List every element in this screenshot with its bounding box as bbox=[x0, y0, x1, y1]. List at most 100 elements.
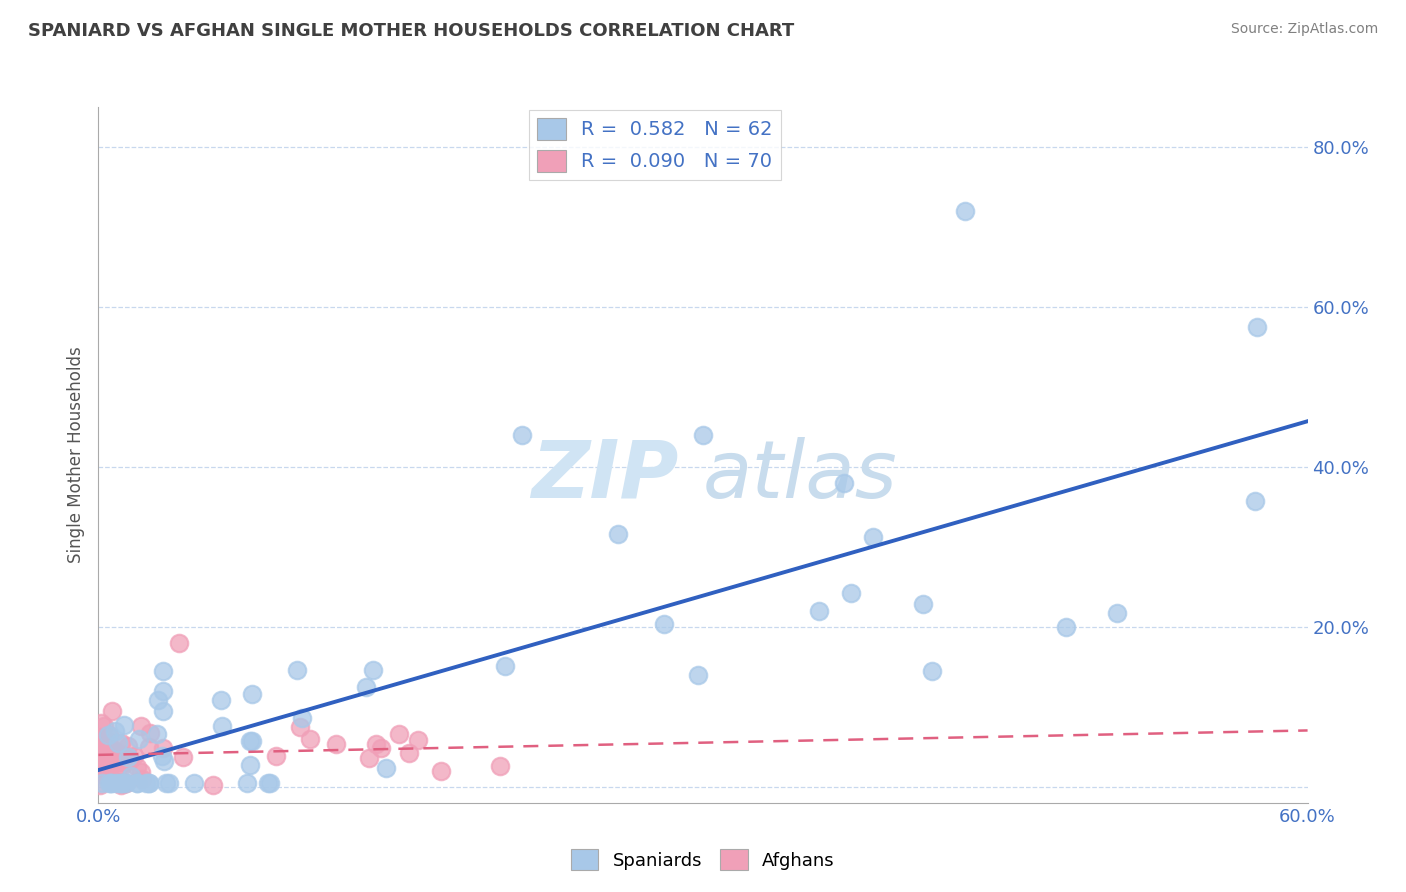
Point bbox=[148, 693, 170, 707]
Point bbox=[111, 759, 134, 773]
Point bbox=[152, 684, 174, 698]
Point bbox=[120, 770, 142, 784]
Point bbox=[388, 727, 411, 741]
Point bbox=[494, 659, 516, 673]
Point bbox=[183, 776, 205, 790]
Point bbox=[97, 752, 120, 766]
Point bbox=[325, 737, 347, 751]
Point bbox=[110, 778, 132, 792]
Point bbox=[359, 751, 381, 765]
Point bbox=[606, 527, 628, 541]
Point bbox=[211, 718, 233, 732]
Point bbox=[236, 776, 259, 790]
Point bbox=[89, 759, 111, 773]
Point bbox=[101, 755, 124, 769]
Point bbox=[100, 776, 122, 790]
Point bbox=[97, 727, 120, 741]
Point bbox=[97, 729, 120, 743]
Text: SPANIARD VS AFGHAN SINGLE MOTHER HOUSEHOLDS CORRELATION CHART: SPANIARD VS AFGHAN SINGLE MOTHER HOUSEHO… bbox=[28, 22, 794, 40]
Point bbox=[354, 680, 377, 694]
Point bbox=[155, 776, 177, 790]
Point bbox=[125, 776, 148, 790]
Point bbox=[104, 754, 127, 768]
Point bbox=[167, 636, 190, 650]
Point bbox=[202, 778, 225, 792]
Point bbox=[90, 740, 112, 755]
Point bbox=[129, 765, 152, 780]
Point bbox=[114, 755, 136, 769]
Point bbox=[364, 737, 387, 751]
Point bbox=[299, 731, 322, 746]
Point bbox=[510, 428, 533, 442]
Point bbox=[115, 776, 138, 790]
Point bbox=[135, 776, 157, 790]
Point bbox=[107, 755, 129, 769]
Point bbox=[1105, 607, 1128, 621]
Point bbox=[1243, 493, 1265, 508]
Point bbox=[1246, 320, 1268, 334]
Point bbox=[398, 746, 420, 760]
Point bbox=[240, 734, 263, 748]
Text: atlas: atlas bbox=[703, 437, 898, 515]
Point bbox=[209, 693, 232, 707]
Point bbox=[117, 739, 139, 754]
Point bbox=[138, 740, 160, 755]
Point bbox=[1054, 620, 1077, 634]
Point bbox=[93, 744, 115, 758]
Point bbox=[112, 776, 135, 790]
Point bbox=[114, 751, 136, 765]
Point bbox=[104, 724, 127, 739]
Point bbox=[288, 720, 311, 734]
Point bbox=[139, 726, 162, 740]
Point bbox=[110, 749, 132, 764]
Point bbox=[259, 776, 281, 790]
Point bbox=[128, 731, 150, 746]
Point bbox=[89, 778, 111, 792]
Point bbox=[808, 604, 831, 618]
Point bbox=[93, 718, 115, 732]
Point bbox=[489, 759, 512, 773]
Point bbox=[110, 736, 132, 750]
Point bbox=[152, 704, 174, 718]
Point bbox=[287, 663, 309, 677]
Point bbox=[152, 748, 174, 763]
Point bbox=[101, 747, 124, 762]
Point bbox=[122, 749, 145, 764]
Point bbox=[152, 741, 174, 756]
Text: Source: ZipAtlas.com: Source: ZipAtlas.com bbox=[1230, 22, 1378, 37]
Point bbox=[370, 740, 392, 755]
Point bbox=[157, 776, 180, 790]
Point bbox=[115, 775, 138, 789]
Point bbox=[110, 758, 132, 772]
Point bbox=[97, 733, 120, 747]
Point bbox=[138, 776, 160, 790]
Point bbox=[105, 753, 128, 767]
Point bbox=[111, 747, 134, 762]
Point bbox=[107, 754, 129, 768]
Point bbox=[138, 776, 160, 790]
Point bbox=[91, 753, 114, 767]
Point bbox=[100, 775, 122, 789]
Point bbox=[240, 687, 263, 701]
Point bbox=[100, 776, 122, 790]
Point bbox=[104, 776, 127, 790]
Point bbox=[100, 772, 122, 787]
Point bbox=[839, 586, 862, 600]
Point bbox=[89, 734, 111, 748]
Point bbox=[239, 733, 262, 747]
Point bbox=[692, 428, 714, 442]
Point bbox=[89, 746, 111, 760]
Point bbox=[89, 730, 111, 744]
Point bbox=[686, 667, 709, 681]
Point bbox=[101, 745, 124, 759]
Point bbox=[361, 663, 384, 677]
Point bbox=[921, 664, 943, 678]
Point bbox=[406, 732, 429, 747]
Point bbox=[153, 754, 176, 768]
Point bbox=[90, 744, 112, 758]
Point bbox=[832, 475, 855, 490]
Point bbox=[96, 747, 118, 762]
Point bbox=[430, 764, 453, 778]
Point bbox=[112, 717, 135, 731]
Point bbox=[375, 761, 398, 775]
